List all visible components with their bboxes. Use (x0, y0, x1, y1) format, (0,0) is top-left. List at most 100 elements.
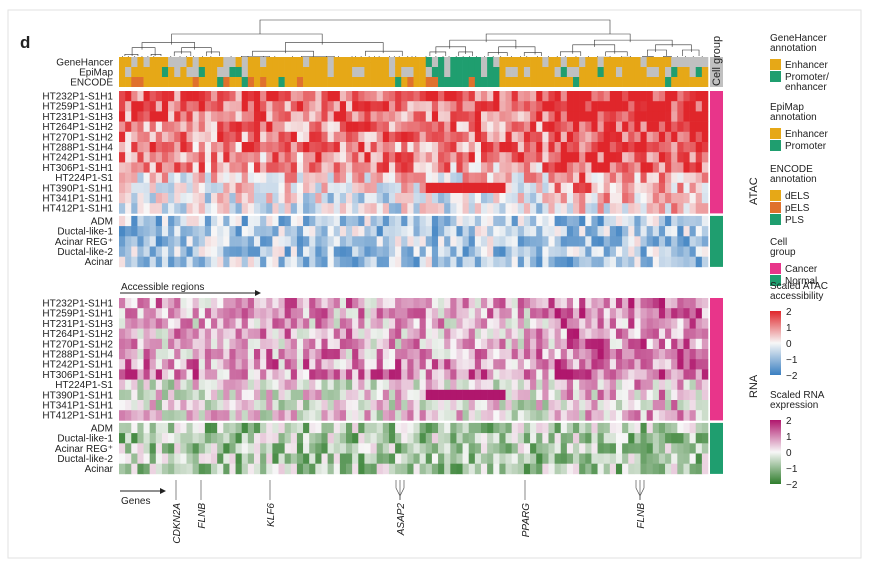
heatmap-cell (352, 339, 358, 350)
heatmap-cell (456, 400, 462, 411)
heatmap-cell (229, 308, 235, 319)
heatmap-cell (272, 101, 278, 112)
heatmap-cell (677, 142, 683, 153)
heatmap-cell (438, 329, 444, 340)
heatmap-cell (383, 329, 389, 340)
heatmap-cell (585, 203, 591, 214)
heatmap-cell (702, 91, 708, 102)
heatmap-cell (407, 247, 413, 258)
heatmap-cell (168, 101, 174, 112)
heatmap-cell (285, 464, 291, 475)
heatmap-cell (487, 236, 493, 247)
heatmap-cell (279, 152, 285, 163)
heatmap-cell (542, 142, 548, 153)
heatmap-cell (653, 111, 659, 122)
heatmap-cell (438, 339, 444, 350)
heatmap-cell (641, 390, 647, 401)
annotation-cell (420, 57, 426, 67)
heatmap-cell (291, 91, 297, 102)
heatmap-cell (591, 339, 597, 350)
heatmap-cell (579, 329, 585, 340)
atac-heatmap (119, 91, 708, 267)
heatmap-cell (125, 247, 131, 258)
heatmap-cell (702, 454, 708, 465)
heatmap-cell (671, 308, 677, 319)
heatmap-cell (291, 247, 297, 258)
heatmap-cell (518, 329, 524, 340)
heatmap-cell (279, 142, 285, 153)
heatmap-cell (352, 257, 358, 268)
heatmap-cell (604, 318, 610, 329)
heatmap-cell (591, 132, 597, 143)
heatmap-cell (377, 183, 383, 194)
heatmap-cell (506, 443, 512, 454)
heatmap-cell (291, 359, 297, 370)
legend-label: Cancer (785, 264, 818, 275)
heatmap-cell (328, 298, 334, 309)
heatmap-cell (254, 101, 260, 112)
heatmap-cell (506, 349, 512, 360)
heatmap-cell (125, 410, 131, 421)
heatmap-cell (591, 380, 597, 391)
annotation-cell (456, 77, 462, 87)
heatmap-cell (401, 91, 407, 102)
heatmap-cell (469, 464, 475, 475)
heatmap-cell (144, 152, 150, 163)
heatmap-cell (340, 298, 346, 309)
heatmap-cell (696, 329, 702, 340)
heatmap-cell (647, 454, 653, 465)
heatmap-cell (205, 91, 211, 102)
heatmap-cell (358, 464, 364, 475)
heatmap-cell (628, 359, 634, 370)
annotation-cell (174, 67, 180, 77)
heatmap-cell (475, 173, 481, 184)
heatmap-cell (309, 454, 315, 465)
annotation-cell (506, 67, 512, 77)
heatmap-cell (610, 410, 616, 421)
heatmap-cell (144, 216, 150, 227)
annotation-cell (555, 77, 561, 87)
heatmap-cell (671, 226, 677, 237)
heatmap-cell (628, 236, 634, 247)
heatmap-cell (401, 247, 407, 258)
heatmap-cell (315, 183, 321, 194)
heatmap-cell (395, 369, 401, 380)
heatmap-cell (499, 390, 505, 401)
heatmap-cell (469, 349, 475, 360)
heatmap-cell (266, 339, 272, 350)
heatmap-cell (254, 152, 260, 163)
heatmap-cell (131, 433, 137, 444)
heatmap-cell (610, 454, 616, 465)
heatmap-cell (548, 349, 554, 360)
annotation-cell (487, 57, 493, 67)
annotation-cell (567, 77, 573, 87)
annotation-cell (346, 67, 352, 77)
heatmap-cell (536, 454, 542, 465)
heatmap-cell (548, 236, 554, 247)
heatmap-cell (696, 349, 702, 360)
heatmap-cell (119, 236, 125, 247)
heatmap-cell (567, 111, 573, 122)
heatmap-cell (340, 400, 346, 411)
heatmap-cell (414, 226, 420, 237)
heatmap-cell (328, 226, 334, 237)
heatmap-cell (186, 369, 192, 380)
heatmap-cell (180, 329, 186, 340)
heatmap-cell (242, 257, 248, 268)
heatmap-cell (242, 183, 248, 194)
heatmap-cell (137, 400, 143, 411)
heatmap-cell (414, 339, 420, 350)
heatmap-cell (352, 203, 358, 214)
heatmap-cell (481, 298, 487, 309)
heatmap-cell (340, 247, 346, 258)
heatmap-cell (561, 380, 567, 391)
heatmap-cell (236, 111, 242, 122)
heatmap-cell (358, 359, 364, 370)
heatmap-cell (702, 339, 708, 350)
heatmap-cell (647, 464, 653, 475)
annotation-cell (671, 67, 677, 77)
heatmap-cell (665, 162, 671, 173)
heatmap-cell (542, 298, 548, 309)
heatmap-cell (260, 443, 266, 454)
heatmap-cell (683, 349, 689, 360)
